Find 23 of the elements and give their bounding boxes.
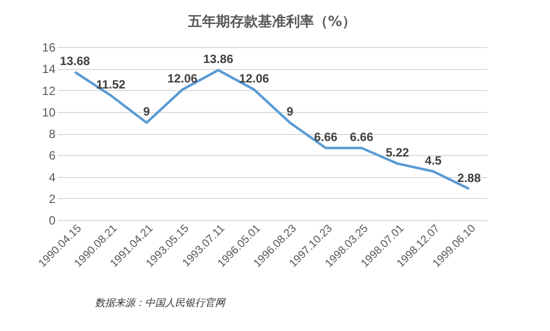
y-tick-label: 14	[42, 62, 56, 76]
data-label: 13.86	[203, 52, 234, 66]
data-label: 12.06	[239, 72, 270, 86]
y-tick-label: 4	[48, 170, 56, 184]
data-label: 4.5	[424, 153, 442, 168]
data-label: 5.22	[386, 146, 410, 160]
data-label: 13.68	[60, 54, 90, 68]
y-tick-label: 6	[48, 148, 56, 163]
y-tick-label: 16	[42, 40, 56, 54]
chart-title: 五年期存款基准利率（%）	[186, 13, 356, 30]
y-tick-label: 10	[42, 105, 56, 120]
y-tick-label: 2	[48, 192, 56, 206]
y-tick-label: 12	[42, 84, 56, 98]
y-tick-label: 0	[48, 214, 56, 228]
data-label: 2.88	[457, 170, 482, 185]
source-note: 数据来源：中国人民银行官网	[95, 296, 225, 310]
data-label: 6.66	[314, 130, 338, 144]
y-tick-label: 8	[48, 127, 56, 141]
data-label: 6.66	[350, 130, 374, 144]
data-label: 12.06	[167, 72, 198, 86]
data-label: 9	[286, 104, 294, 119]
data-label: 11.52	[96, 77, 126, 92]
data-label: 9	[143, 104, 150, 119]
